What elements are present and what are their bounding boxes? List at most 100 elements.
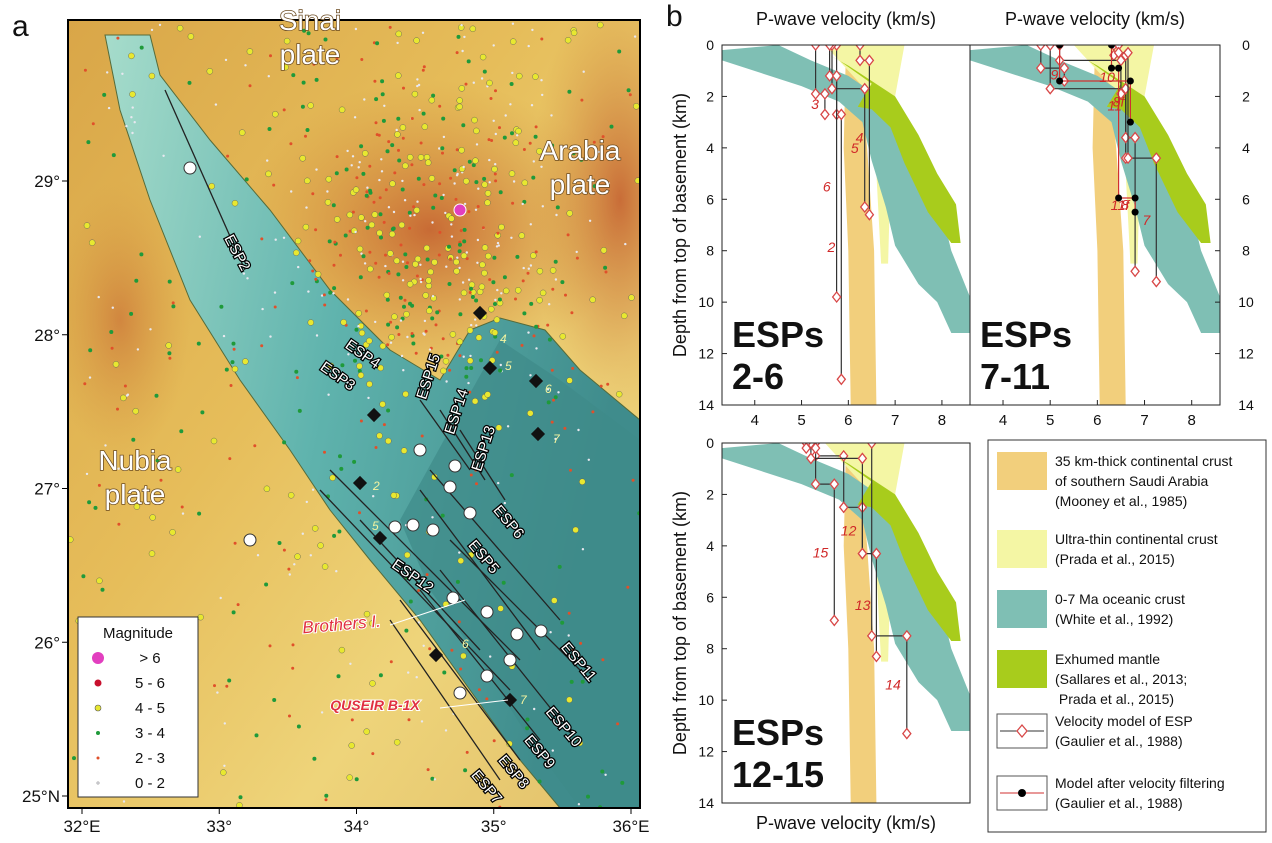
- legend-marker: [96, 781, 100, 785]
- epicenter: [294, 237, 302, 245]
- epicenter: [333, 240, 337, 244]
- epicenter: [442, 193, 445, 197]
- epicenter: [380, 158, 383, 161]
- epicenter: [416, 78, 419, 81]
- epicenter: [324, 199, 332, 206]
- epicenter: [541, 93, 544, 97]
- epicenter: [458, 298, 461, 301]
- epicenter: [482, 69, 487, 74]
- y-tick-label: 29°: [34, 172, 60, 191]
- epicenter: [497, 481, 500, 485]
- epicenter: [447, 282, 452, 286]
- epicenter: [525, 726, 530, 731]
- epicenter: [444, 211, 447, 215]
- epicenter: [467, 381, 470, 385]
- epicenter: [387, 272, 391, 275]
- y-tick-label: 6: [706, 589, 714, 605]
- model-point: [1045, 82, 1056, 95]
- epicenter: [307, 319, 314, 326]
- epicenter: [403, 252, 408, 257]
- legend-swatch: [997, 530, 1047, 568]
- epicenter: [378, 212, 383, 217]
- epicenter: [415, 274, 419, 278]
- epicenter: [554, 437, 557, 441]
- legend-label-line: (Sallares et al., 2013;: [1055, 671, 1187, 687]
- legend-label-line: (Gaulier et al., 1988): [1055, 733, 1183, 749]
- plate-label-line: Sinai: [279, 5, 341, 36]
- epicenter: [407, 718, 411, 722]
- epicenter: [187, 80, 192, 85]
- epicenter: [131, 131, 134, 135]
- epicenter: [532, 160, 535, 163]
- epicenter: [88, 239, 96, 246]
- epicenter: [404, 628, 409, 633]
- epicenter: [293, 563, 296, 566]
- epicenter: [488, 306, 495, 313]
- epicenter: [406, 261, 409, 265]
- y-tick-label: 14: [698, 795, 714, 811]
- epicenter: [620, 780, 625, 785]
- epicenter: [456, 256, 459, 259]
- epicenter: [210, 437, 218, 445]
- epicenter: [547, 337, 552, 342]
- panel-title-line: ESPs: [980, 314, 1072, 355]
- epicenter: [335, 57, 339, 61]
- plate-label: Nubia plate: [98, 445, 172, 510]
- epicenter: [393, 171, 397, 175]
- esp-station: [480, 605, 494, 619]
- model-line: [1040, 45, 1065, 81]
- epicenter: [551, 287, 555, 291]
- esp-line: [164, 89, 246, 271]
- epicenter: [413, 206, 420, 214]
- epicenter: [88, 376, 92, 379]
- model-point: [824, 69, 835, 82]
- epicenter: [551, 597, 558, 604]
- epicenter: [417, 621, 421, 624]
- epicenter: [223, 722, 226, 725]
- x-axis-title: P-wave velocity (km/s): [756, 9, 936, 29]
- epicenter: [470, 295, 475, 299]
- epicenter: [425, 159, 432, 166]
- epicenter: [382, 220, 386, 224]
- epicenter: [348, 742, 355, 749]
- epicenter: [421, 68, 425, 72]
- epicenter: [579, 641, 583, 645]
- model-point: [829, 478, 840, 491]
- epicenter: [346, 149, 349, 153]
- epicenter: [305, 500, 308, 504]
- epicenter: [534, 250, 538, 254]
- epicenter: [361, 171, 366, 176]
- x-tick-label: 8: [938, 412, 946, 429]
- epicenter: [269, 335, 272, 338]
- epicenter: [441, 116, 446, 121]
- epicenter: [431, 295, 435, 298]
- plot-frame: [969, 44, 1221, 406]
- epicenter: [335, 570, 338, 573]
- epicenter: [355, 176, 359, 180]
- epicenter: [575, 250, 578, 254]
- epicenter: [388, 334, 395, 341]
- y-tick-label: 8: [706, 641, 714, 657]
- epicenter: [401, 279, 405, 282]
- model-point: [1116, 54, 1126, 67]
- epicenter: [248, 84, 252, 88]
- epicenter: [410, 117, 414, 120]
- map-base: [68, 20, 640, 808]
- esp-station: [503, 653, 517, 667]
- epicenter: [229, 384, 233, 387]
- epicenter: [515, 127, 522, 135]
- epicenter: [299, 155, 306, 162]
- model-label: 10: [1099, 69, 1115, 85]
- epicenter: [554, 278, 558, 281]
- epicenter: [406, 335, 409, 339]
- epicenter: [167, 351, 172, 356]
- epicenter: [238, 795, 243, 800]
- epicenter: [442, 135, 446, 139]
- epicenter: [365, 225, 370, 230]
- epicenter: [297, 265, 300, 269]
- esp-line: [439, 569, 561, 721]
- epicenter: [97, 295, 100, 299]
- model-point: [831, 69, 842, 82]
- epicenter: [425, 282, 432, 290]
- model-point: [824, 45, 835, 52]
